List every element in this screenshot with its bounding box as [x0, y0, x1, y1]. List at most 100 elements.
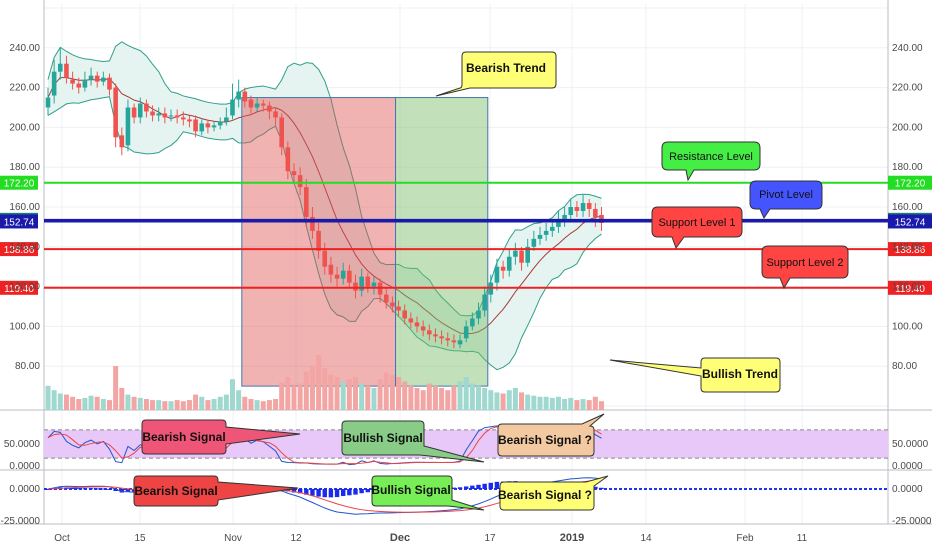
volume-bar — [525, 394, 531, 410]
volume-bar — [94, 396, 100, 410]
candle-body — [174, 115, 180, 118]
volume-bar — [432, 385, 438, 410]
support1-callout: Support Level 1 — [651, 206, 743, 250]
macd-hist-bar — [457, 487, 463, 489]
y-tick-right: 180.00 — [892, 162, 923, 173]
volume-bar — [519, 392, 525, 410]
volume-bar — [248, 399, 254, 410]
macd-bearish2-callout: Bearish Signal ? — [498, 475, 609, 511]
candle-body — [537, 234, 543, 239]
volume-bar — [543, 396, 549, 410]
y-tick-left: 100.00 — [9, 321, 40, 332]
x-tick: Dec — [390, 532, 410, 544]
y-tick-left: 200.00 — [9, 122, 40, 133]
volume-bar — [383, 372, 389, 410]
level-lines: 172.20172.20153.55153.55152.74152.74138.… — [0, 175, 932, 295]
volume-bar — [389, 374, 395, 410]
y-tick-left: 240.00 — [9, 43, 40, 54]
candle-body — [506, 256, 512, 271]
volume-bar — [328, 374, 334, 410]
pivot-callout: Pivot Level — [749, 180, 823, 220]
volume-bar — [426, 383, 432, 410]
volume-bar — [174, 400, 180, 410]
osc-y-tick-left: 50.0000 — [4, 439, 41, 450]
y-tick-right: 120.00 — [892, 282, 923, 293]
volume-bar — [580, 399, 586, 410]
level-badge — [0, 242, 38, 257]
volume-bar — [476, 385, 481, 410]
volume-bar — [137, 397, 143, 410]
level-badge — [888, 214, 932, 229]
level-badge — [0, 280, 38, 295]
macd-hist-bar — [488, 482, 493, 489]
level-badge-text: 172.20 — [895, 179, 926, 190]
candle-body — [322, 250, 328, 267]
osc-y-tick-left: 0.0000 — [9, 461, 40, 472]
volume-bar — [568, 397, 574, 410]
volume-bar — [186, 400, 192, 410]
level-badge — [888, 280, 932, 295]
level-badge-text: 138.86 — [895, 245, 926, 256]
candle-body — [260, 103, 266, 106]
candle-body — [181, 117, 186, 120]
band-fill — [48, 41, 602, 370]
level-badge-text: 152.74 — [895, 217, 926, 228]
macd-hist-bar — [297, 489, 303, 494]
volume-bar — [211, 399, 217, 410]
bearish-trend-label: Bearish Trend — [466, 61, 546, 75]
osc-bearish-label: Bearish Signal — [142, 430, 225, 444]
candle-body — [500, 266, 506, 271]
candle-body — [297, 175, 303, 188]
candle-body — [463, 326, 469, 339]
y-tick-right: 80.00 — [892, 361, 917, 372]
y-tick-left: 160.00 — [9, 202, 40, 213]
candle-body — [76, 83, 82, 88]
volume-bar — [205, 400, 211, 410]
macd-hist-bar — [353, 489, 358, 495]
volume-bar — [396, 377, 402, 410]
x-tick: 12 — [290, 533, 302, 544]
macd-hist-bar — [88, 488, 94, 490]
candle-body — [550, 226, 555, 231]
candle-body — [371, 282, 377, 287]
candle-body — [543, 230, 549, 235]
candle-body — [94, 75, 100, 82]
osc-band-fill-right — [618, 429, 888, 459]
y-tick-left: 220.00 — [9, 83, 40, 94]
candle-body — [562, 214, 567, 219]
volume-bar — [242, 396, 248, 410]
volume-bar — [273, 399, 279, 410]
y-tick-right: 160.00 — [892, 202, 923, 213]
volume-bar — [408, 385, 414, 410]
candle-body — [45, 97, 51, 108]
bollinger-band — [47, 41, 602, 371]
macd-hist-bar — [341, 489, 346, 497]
level-badge-text: 119.40 — [4, 284, 34, 295]
candle-body — [593, 208, 598, 217]
level-badge-text: 138.86 — [4, 245, 35, 256]
volume-bar — [414, 388, 420, 410]
volume-bar — [199, 396, 205, 410]
volume-bar — [303, 371, 309, 410]
macd-hist-bar — [304, 489, 309, 495]
macd-hist-bar — [599, 487, 604, 489]
x-tick: 15 — [134, 533, 146, 544]
macd-hist-bar — [494, 481, 500, 489]
candle-body — [150, 111, 155, 116]
volume-bar — [180, 401, 186, 410]
macd-hist-bar — [316, 489, 321, 497]
bullish-trend-label: Bullish Trend — [702, 367, 778, 381]
macd-bearish-label: Bearish Signal — [134, 484, 217, 498]
osc-y-tick-right: 50.0000 — [892, 439, 929, 450]
candle-body — [113, 87, 118, 138]
candle-body — [187, 119, 192, 122]
candle-body — [193, 119, 198, 132]
volume-bar — [555, 396, 561, 410]
candle-body — [476, 310, 481, 319]
volume-bar — [168, 401, 174, 410]
macd-hist-bar — [285, 489, 291, 492]
candle-body — [156, 113, 161, 116]
macd-hist-bar — [470, 485, 475, 489]
volume-bar — [291, 385, 297, 410]
volume-bar — [285, 377, 291, 410]
